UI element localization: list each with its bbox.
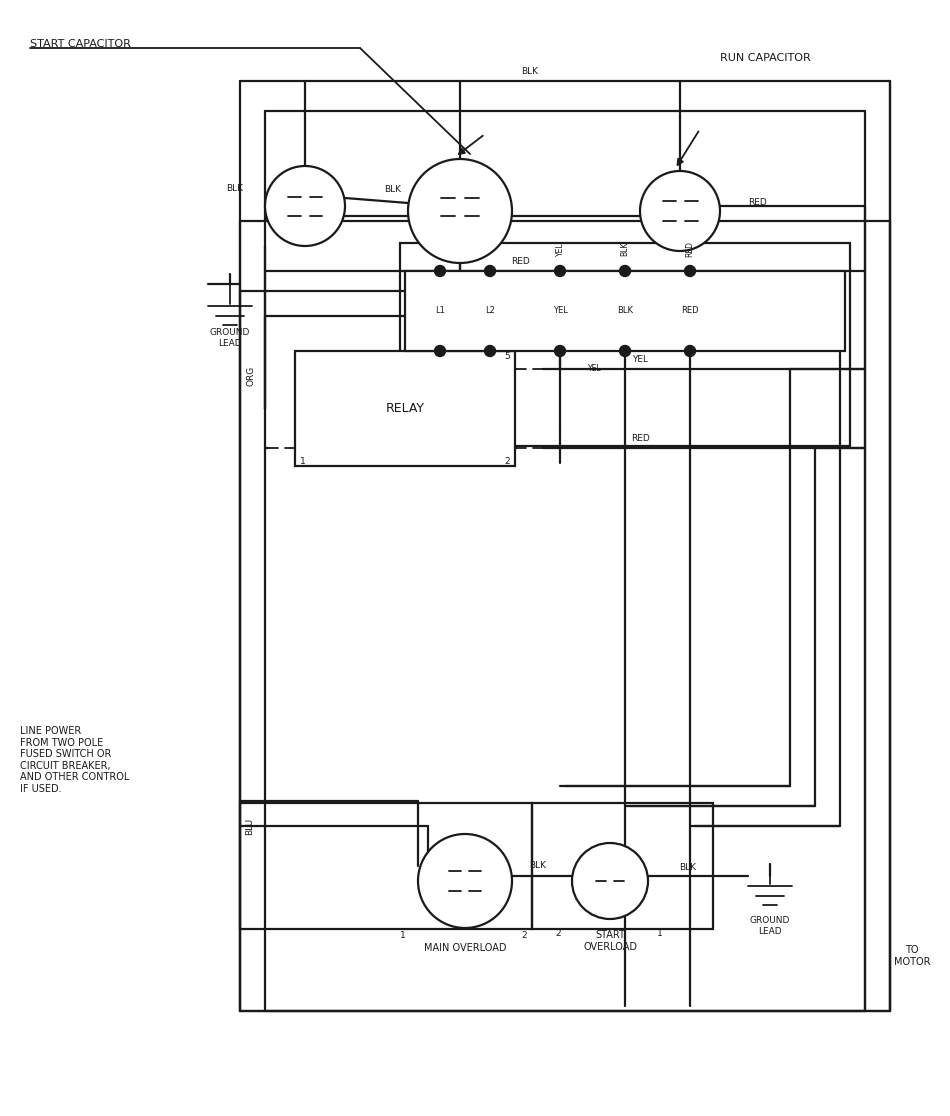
Circle shape bbox=[572, 843, 648, 918]
Circle shape bbox=[555, 346, 565, 356]
Text: BLK: BLK bbox=[226, 183, 243, 192]
Text: RED: RED bbox=[511, 257, 529, 266]
Circle shape bbox=[484, 266, 496, 277]
Text: TO
MOTOR: TO MOTOR bbox=[894, 945, 930, 966]
Text: 2: 2 bbox=[522, 932, 527, 941]
Text: BLK: BLK bbox=[522, 67, 539, 76]
Text: YEL: YEL bbox=[556, 242, 564, 256]
Text: 1: 1 bbox=[400, 932, 406, 941]
Text: BLK: BLK bbox=[529, 862, 546, 870]
Text: 2: 2 bbox=[504, 458, 510, 466]
Text: RUN CAPACITOR: RUN CAPACITOR bbox=[720, 52, 810, 62]
Text: BLK: BLK bbox=[617, 307, 633, 316]
Text: YEL: YEL bbox=[588, 365, 601, 374]
Text: START CAPACITOR: START CAPACITOR bbox=[30, 39, 131, 49]
Circle shape bbox=[555, 266, 565, 277]
Text: 1: 1 bbox=[657, 929, 663, 937]
Circle shape bbox=[265, 166, 345, 246]
Bar bbox=[240, 804, 532, 929]
Text: BLU: BLU bbox=[245, 817, 255, 835]
Text: RED: RED bbox=[686, 241, 694, 257]
Text: START
OVERLOAD: START OVERLOAD bbox=[583, 931, 637, 952]
Text: YEL: YEL bbox=[632, 355, 648, 364]
Circle shape bbox=[640, 171, 720, 251]
Text: GROUND
LEAD: GROUND LEAD bbox=[750, 916, 790, 935]
Text: RED: RED bbox=[681, 307, 699, 316]
Text: 5: 5 bbox=[504, 353, 510, 362]
Bar bbox=[405, 271, 845, 352]
Text: YEL: YEL bbox=[553, 307, 567, 316]
Text: GROUND
LEAD: GROUND LEAD bbox=[210, 328, 250, 348]
Text: L1: L1 bbox=[435, 307, 445, 316]
Bar bbox=[532, 804, 713, 929]
Bar bbox=[400, 243, 850, 446]
Text: RED: RED bbox=[748, 199, 767, 208]
Text: MAIN OVERLOAD: MAIN OVERLOAD bbox=[424, 943, 506, 953]
Circle shape bbox=[418, 834, 512, 929]
Text: RED: RED bbox=[631, 433, 650, 443]
Bar bbox=[240, 221, 890, 1011]
Text: RELAY: RELAY bbox=[386, 402, 425, 415]
Circle shape bbox=[408, 158, 512, 263]
Circle shape bbox=[484, 346, 496, 356]
Text: 1: 1 bbox=[300, 458, 306, 466]
Text: ORG: ORG bbox=[246, 366, 256, 386]
Text: BLK: BLK bbox=[384, 184, 401, 193]
Text: BLK: BLK bbox=[679, 864, 696, 873]
Text: BLK: BLK bbox=[620, 242, 630, 257]
Circle shape bbox=[434, 346, 446, 356]
Circle shape bbox=[685, 346, 695, 356]
Circle shape bbox=[434, 266, 446, 277]
Text: L2: L2 bbox=[485, 307, 495, 316]
Circle shape bbox=[619, 346, 631, 356]
Circle shape bbox=[685, 266, 695, 277]
Bar bbox=[295, 352, 515, 466]
Circle shape bbox=[619, 266, 631, 277]
Text: 2: 2 bbox=[555, 929, 560, 937]
Text: LINE POWER
FROM TWO POLE
FUSED SWITCH OR
CIRCUIT BREAKER,
AND OTHER CONTROL
IF U: LINE POWER FROM TWO POLE FUSED SWITCH OR… bbox=[20, 727, 129, 793]
